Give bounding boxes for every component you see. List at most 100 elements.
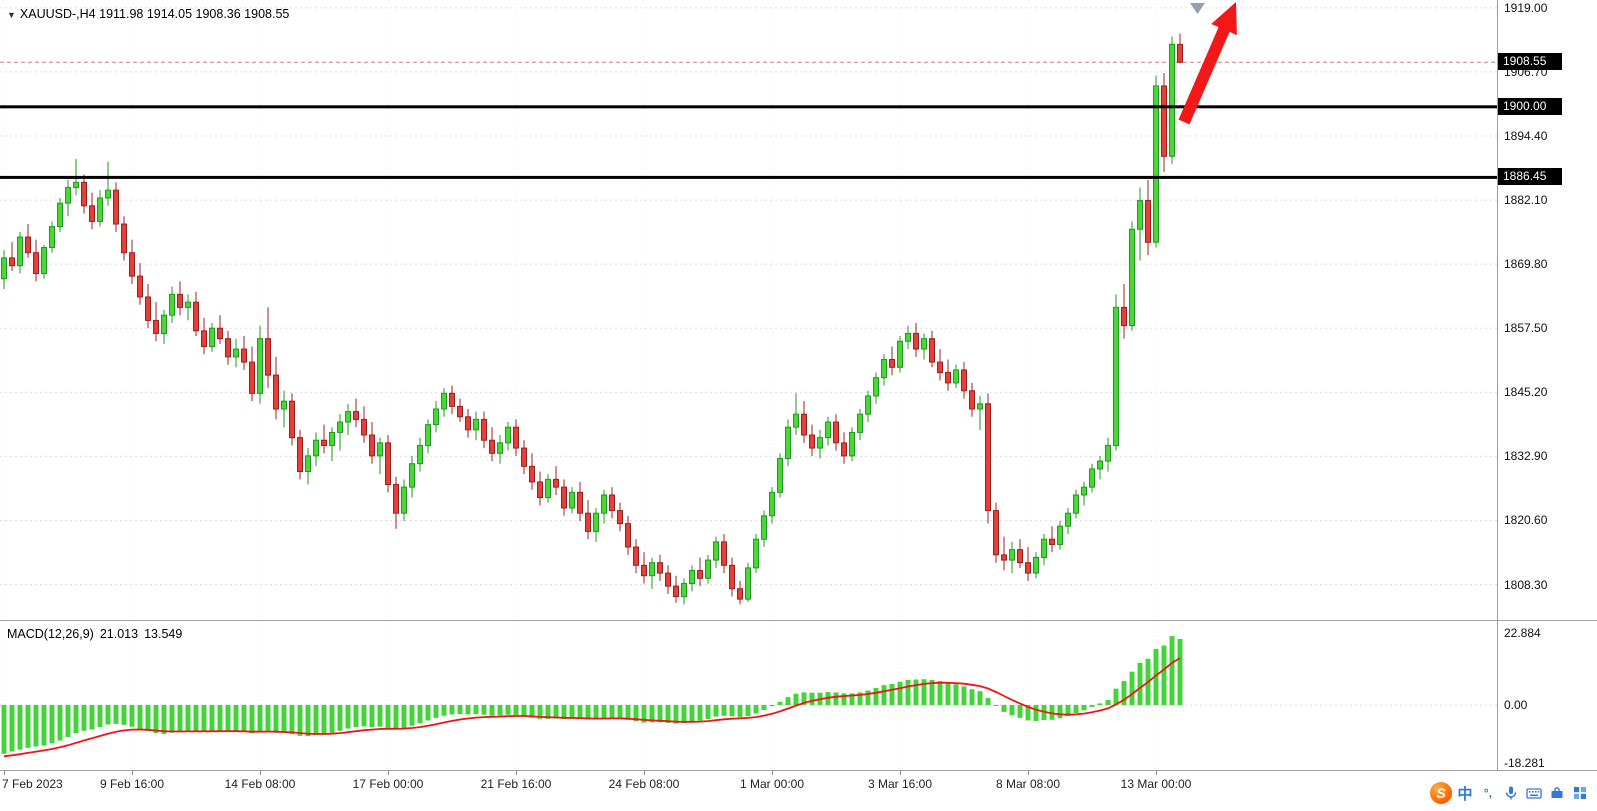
macd-histogram-bar	[265, 705, 271, 731]
time-label: 7 Feb 2023	[2, 777, 63, 791]
macd-signal-value: 13.549	[144, 627, 183, 641]
macd-histogram-bar	[1033, 705, 1039, 722]
macd-histogram-bar	[913, 679, 919, 705]
macd-histogram-bar	[593, 705, 599, 720]
bear-candle	[889, 358, 895, 368]
bear-candle	[489, 439, 495, 454]
macd-histogram-bar	[361, 705, 367, 727]
bear-candle	[1145, 200, 1151, 243]
macd-histogram-bar	[985, 698, 991, 705]
line-level-label: 1886.45	[1498, 168, 1562, 186]
macd-histogram-bar	[657, 705, 663, 723]
bear-candle	[217, 327, 223, 340]
horizontal-line-1886.45[interactable]	[0, 175, 1497, 179]
panel-separator[interactable]	[0, 620, 1597, 621]
macd-histogram-bar	[1001, 705, 1007, 712]
macd-histogram-bar	[673, 705, 679, 724]
bull-candle	[1137, 200, 1143, 230]
time-axis[interactable]: 7 Feb 2023 9 Feb 16:00 14 Feb 08:00 17 Feb …	[0, 771, 1497, 799]
bear-candle	[521, 447, 527, 467]
soft-keyboard-icon[interactable]	[1524, 783, 1544, 803]
bull-candle	[345, 411, 351, 423]
macd-histogram-bar	[897, 681, 903, 705]
macd-histogram-bar	[9, 705, 15, 752]
bull-candle	[1089, 468, 1095, 488]
ime-language-mode-icon[interactable]: 中	[1455, 783, 1475, 803]
bull-candle	[1169, 43, 1175, 157]
macd-histogram-bar	[345, 705, 351, 729]
macd-histogram-bar	[937, 681, 943, 705]
bear-candle	[961, 369, 967, 392]
price-axis[interactable]: 1919.00 1906.70 1894.40 1882.10 1869.80 1857.…	[1498, 0, 1597, 770]
macd-histogram-bar	[873, 688, 879, 705]
bull-candle	[873, 377, 879, 397]
bear-candle	[577, 491, 583, 514]
macd-histogram-bar	[537, 705, 543, 719]
bull-candle	[769, 491, 775, 517]
macd-indicator-label: MACD(12,26,9) 21.013 13.549	[7, 627, 188, 641]
bear-candle	[129, 252, 135, 277]
ime-punctuation-icon[interactable]: °,	[1478, 783, 1498, 803]
bull-candle	[257, 338, 263, 394]
bear-candle	[657, 562, 663, 574]
voice-input-icon[interactable]	[1501, 783, 1521, 803]
macd-histogram-bar	[953, 684, 959, 705]
bear-candle	[553, 478, 559, 488]
sogou-logo-icon[interactable]: S	[1430, 782, 1452, 804]
macd-histogram-bar	[521, 705, 527, 717]
macd-histogram-bar	[745, 705, 751, 717]
macd-histogram-bar	[921, 679, 927, 705]
bear-candle	[1049, 538, 1055, 545]
macd-histogram-bar	[1017, 705, 1023, 718]
candlestick-chart-canvas[interactable]	[0, 0, 1497, 620]
macd-histogram-bar	[473, 705, 479, 715]
timeaxis-separator	[0, 770, 1597, 771]
bull-candle	[233, 348, 239, 358]
macd-histogram-bar	[1169, 636, 1175, 705]
bull-candle	[953, 369, 959, 384]
macd-histogram-bar	[201, 705, 207, 732]
macd-histogram-bar	[1025, 705, 1031, 721]
macd-histogram-bar	[633, 705, 639, 722]
price-tick-label: 1832.90	[1504, 449, 1548, 464]
bear-candle	[665, 572, 671, 587]
macd-histogram-bar	[721, 705, 727, 716]
bull-candle	[849, 431, 855, 457]
macd-histogram-bar	[49, 705, 55, 744]
bull-candle	[593, 512, 599, 532]
bull-candle	[337, 421, 343, 433]
bull-candle	[865, 395, 871, 415]
bull-candle	[1129, 228, 1135, 327]
time-tick	[644, 771, 645, 775]
bear-candle	[449, 392, 455, 407]
macd-histogram-bar	[369, 705, 375, 728]
macd-histogram-bar	[313, 705, 319, 735]
bull-candle	[1097, 460, 1103, 470]
horizontal-line-1900.00[interactable]	[0, 105, 1497, 109]
macd-histogram-bar	[81, 705, 87, 731]
macd-histogram-bar	[385, 705, 391, 728]
macd-histogram-bar	[1129, 671, 1135, 705]
macd-histogram-bar	[929, 679, 935, 705]
menu-grid-icon[interactable]	[1570, 783, 1590, 803]
macd-histogram-bar	[209, 705, 215, 732]
bear-candle	[361, 418, 367, 436]
bull-candle	[649, 562, 655, 577]
bear-candle	[633, 546, 639, 566]
bull-candle	[313, 439, 319, 457]
bear-candle	[289, 400, 295, 439]
time-tick	[516, 771, 517, 775]
macd-histogram-bar	[489, 705, 495, 716]
macd-histogram-bar	[513, 705, 519, 716]
toolbox-icon[interactable]	[1547, 783, 1567, 803]
symbol-dropdown-icon[interactable]: ▼	[7, 10, 16, 20]
macd-histogram-bar	[641, 705, 647, 723]
bull-candle	[281, 400, 287, 410]
bull-candle	[897, 340, 903, 368]
macd-histogram-bar	[833, 692, 839, 705]
bull-candle	[329, 431, 335, 446]
bear-candle	[697, 570, 703, 579]
macd-panel-canvas[interactable]	[0, 620, 1497, 770]
macd-histogram-bar	[1, 705, 7, 754]
bear-candle	[985, 403, 991, 512]
